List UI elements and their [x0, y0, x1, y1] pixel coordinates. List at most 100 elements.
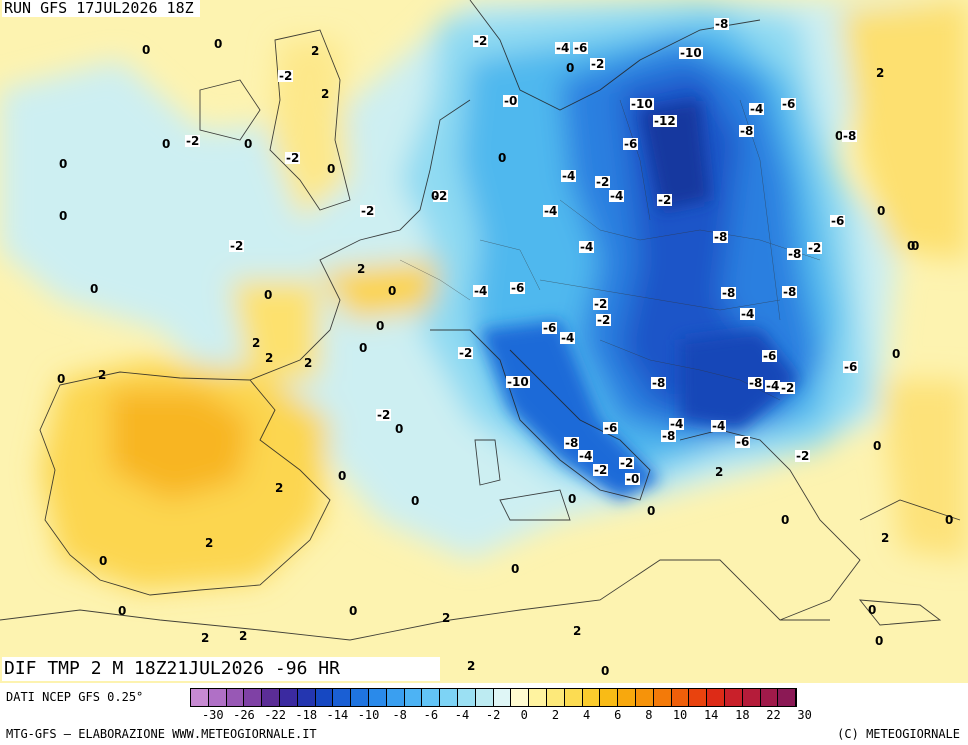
contour-label: -10 — [679, 46, 703, 60]
contour-label: 2 — [98, 368, 107, 382]
contour-label: 0 — [431, 189, 440, 203]
contour-label: 2 — [881, 531, 890, 545]
colorbar-swatch — [244, 689, 263, 706]
contour-label: -2 — [595, 175, 611, 189]
colorbar-swatch — [333, 689, 352, 706]
contour-label: -4 — [765, 379, 781, 393]
colorbar-swatch — [653, 689, 672, 706]
contour-label: 0 — [875, 634, 884, 648]
contour-label: -2 — [596, 313, 612, 327]
colorbar-swatch — [279, 689, 298, 706]
contour-label: 0 — [162, 137, 171, 151]
contour-label: 0 — [601, 664, 610, 678]
colorbar-tick-label: 4 — [582, 708, 591, 722]
contour-label: -2 — [657, 193, 673, 207]
colorbar-tick-label: 2 — [551, 708, 560, 722]
contour-label: 2 — [252, 336, 261, 350]
contour-label: 0 — [59, 209, 68, 223]
colorbar-tick-label: 30 — [797, 708, 812, 722]
contour-label: -2 — [807, 241, 823, 255]
colorbar-swatch — [635, 689, 654, 706]
contour-label: -6 — [781, 97, 797, 111]
contour-label: -0 — [503, 94, 519, 108]
contour-label: 0 — [568, 492, 577, 506]
colorbar-swatch — [386, 689, 405, 706]
contour-label: 0 — [376, 319, 385, 333]
colorbar-swatch — [689, 689, 708, 706]
colorbar-tick-label: -30 — [201, 708, 224, 722]
colorbar-swatch — [600, 689, 619, 706]
contour-label: -4 — [578, 449, 594, 463]
footer-credit: MTG-GFS – ELABORAZIONE WWW.METEOGIORNALE… — [6, 727, 317, 741]
contour-label: -4 — [473, 284, 489, 298]
colorbar-swatch — [707, 689, 725, 706]
contour-label: -2 — [590, 57, 606, 71]
colorbar-swatch — [262, 689, 280, 706]
contour-label: -4 — [669, 417, 685, 431]
contour-label: -2 — [185, 134, 201, 148]
contour-label: -4 — [609, 189, 625, 203]
contour-label: -2 — [278, 69, 294, 83]
contour-label: -4 — [749, 102, 765, 116]
contour-label: -8 — [564, 436, 580, 450]
contour-label: 0 — [835, 129, 844, 143]
colorbar-swatch — [351, 689, 369, 706]
contour-label: -6 — [735, 435, 751, 449]
colorbar-swatch — [564, 689, 583, 706]
colorbar-tick-label: -6 — [423, 708, 439, 722]
valid-time-title: DIF TMP 2 M 18Z21JUL2026 -96 HR — [2, 657, 440, 681]
contour-label: 2 — [205, 536, 214, 550]
contour-label: 0 — [338, 469, 347, 483]
contour-label: -8 — [714, 17, 730, 31]
colorbar-tick-label: -4 — [454, 708, 470, 722]
contour-label: 0 — [142, 43, 151, 57]
contour-label: 0 — [359, 341, 368, 355]
colorbar-swatch — [778, 689, 797, 706]
colorbar-swatch — [422, 689, 441, 706]
footer-copyright: (C) METEOGIORNALE — [837, 727, 960, 741]
contour-label: 0 — [57, 372, 66, 386]
colorbar-swatch — [529, 689, 547, 706]
contour-label: -2 — [229, 239, 245, 253]
contour-label: 2 — [876, 66, 885, 80]
colorbar-swatch — [226, 689, 245, 706]
colorbar-swatch — [671, 689, 690, 706]
contour-label: 2 — [715, 465, 724, 479]
contour-label: -8 — [721, 286, 737, 300]
colorbar-swatch — [475, 689, 494, 706]
contour-label: 0 — [911, 239, 920, 253]
colorbar-tick-label: 8 — [645, 708, 653, 722]
contour-label: -8 — [782, 285, 798, 299]
colorbar-swatch — [297, 689, 316, 706]
weather-map: 0 0 2 -2 2 0 -2 0 -2 0 -2 0 0 -2 -2 0 2 0 0 0 2 2 2 0 2 -2 0 2 0 0 0 2 2… — [0, 0, 968, 683]
data-source-label: DATI NCEP GFS 0.25° — [6, 690, 144, 704]
contour-label: -8 — [739, 124, 755, 138]
colorbar-tick-label: -14 — [326, 708, 349, 722]
contour-label: -2 — [473, 34, 489, 48]
contour-label: -10 — [630, 97, 654, 111]
colorbar-tick-label: -8 — [392, 708, 407, 722]
colorbar-swatch — [546, 689, 565, 706]
contour-label: -2 — [593, 297, 609, 311]
contour-label: -8 — [787, 247, 803, 261]
contour-label: 0 — [214, 37, 223, 51]
contour-label: -2 — [360, 204, 376, 218]
contour-label: 0 — [59, 157, 68, 171]
contour-label: -4 — [711, 419, 727, 433]
contour-label: 0 — [395, 422, 404, 436]
contour-label: -12 — [653, 114, 677, 128]
colorbar-tick-label: -18 — [295, 708, 318, 722]
colorbar-tick-label: -10 — [357, 708, 380, 722]
contour-label: 0 — [99, 554, 108, 568]
contour-label: 2 — [201, 631, 210, 645]
temperature-field — [0, 0, 968, 683]
contour-label: -6 — [843, 360, 859, 374]
contour-label: 2 — [265, 351, 274, 365]
colorbar-tick-label: 10 — [672, 708, 688, 722]
colorbar-tick-label: 14 — [703, 708, 719, 722]
colorbar-swatch — [368, 689, 387, 706]
contour-label: 2 — [311, 44, 320, 58]
contour-label: -8 — [651, 376, 667, 390]
contour-label: -6 — [603, 421, 619, 435]
contour-label: 0 — [647, 504, 656, 518]
